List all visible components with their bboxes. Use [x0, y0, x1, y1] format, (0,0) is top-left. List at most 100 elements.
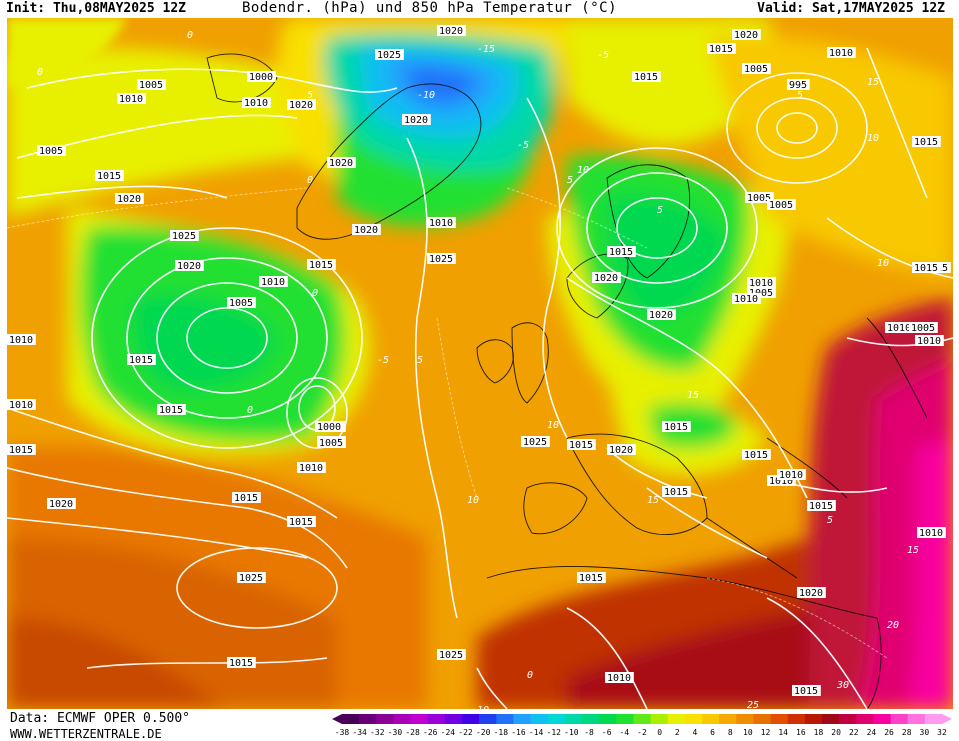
- legend-swatch: [890, 714, 909, 724]
- pressure-label-box: [912, 262, 941, 273]
- pressure-label-text: 1005: [747, 193, 771, 204]
- legend-tick-label: -20: [476, 728, 491, 737]
- pressure-label: 1025: [427, 253, 456, 265]
- pressure-label-text: 1010: [917, 336, 941, 347]
- pressure-label-text: 1020: [117, 194, 141, 205]
- pressure-label-box: [402, 114, 431, 125]
- pressure-label-text: 1020: [799, 588, 823, 599]
- pressure-label-box: [521, 436, 550, 447]
- pressure-label-text: 1000: [317, 422, 341, 433]
- pressure-label-box: [7, 444, 36, 455]
- pressure-label-box: [707, 43, 736, 54]
- pressure-label-text: 1015: [809, 501, 833, 512]
- temperature-label: 25: [747, 700, 759, 709]
- pressure-label-box: [732, 293, 761, 304]
- pressure-label-box: [287, 99, 316, 110]
- pressure-label: 1025: [375, 49, 404, 61]
- pressure-label-box: [607, 444, 636, 455]
- pressure-label-text: 1020: [329, 158, 353, 169]
- legend-tick-label: 10: [743, 728, 753, 737]
- pressure-label: 1025: [170, 230, 199, 242]
- pressure-label-text: 1020: [49, 499, 73, 510]
- legend-ticks: -38 -34 -32 -30 -28 -26 -24 -22 -20 -18 -16 -14 -12-…: [335, 728, 947, 737]
- pressure-label-box: [7, 399, 36, 410]
- legend-swatches: [332, 714, 952, 724]
- temperature-label: 15: [907, 545, 919, 556]
- legend-swatch: [599, 714, 617, 724]
- pressure-label-text: 1015: [914, 137, 938, 148]
- pressure-label-text: 1015: [309, 260, 333, 271]
- pressure-label-text: 1010: [779, 470, 803, 481]
- pressure-label-text: 1015: [914, 263, 938, 274]
- temperature-label: 15: [687, 390, 699, 401]
- temperature-label: -5: [597, 50, 609, 61]
- legend-swatch: [856, 714, 874, 724]
- pressure-label-text: 1010: [769, 476, 793, 487]
- weather-map: 1020102510151020101510051010100510001010…: [7, 18, 953, 709]
- temperature-label: -5: [377, 355, 389, 366]
- temperature-label: 5: [307, 90, 313, 101]
- legend-tick-label: 30: [920, 728, 930, 737]
- pressure-label-box: [117, 93, 146, 104]
- valid-time: Valid: Sat,17MAY2025 12Z: [757, 1, 945, 16]
- pressure-label-box: [567, 439, 596, 450]
- pressure-label-text: 1015: [579, 573, 603, 584]
- pressure-label-text: 1025: [239, 573, 263, 584]
- temperature-label: -5: [517, 140, 529, 151]
- temperature-label: 5: [827, 515, 833, 526]
- pressure-label: 1015: [607, 246, 636, 258]
- legend-tick-label: -10: [564, 728, 579, 737]
- pressure-label: 1005: [767, 199, 796, 211]
- pressure-label: 1020: [437, 25, 466, 37]
- legend-swatch: [633, 714, 652, 724]
- pressure-label-box: [427, 217, 456, 228]
- pressure-label-box: [662, 421, 691, 432]
- pressure-label: 1015: [807, 500, 836, 512]
- pressure-label: 1010: [605, 672, 634, 684]
- legend-swatch: [496, 714, 514, 724]
- pressure-label-box: [792, 685, 821, 696]
- pressure-label-text: 1015: [97, 171, 121, 182]
- pressure-label: 1015: [707, 43, 736, 55]
- pressure-label: 1010: [732, 293, 761, 305]
- legend-swatch: [753, 714, 772, 724]
- pressure-label: 1020: [115, 193, 144, 205]
- pressure-label: 1015: [662, 421, 691, 433]
- legend-tick-label: -22: [458, 728, 473, 737]
- temperature-label: 0: [187, 30, 193, 41]
- pressure-label-box: [747, 287, 776, 298]
- pressure-label-box: [37, 145, 66, 156]
- pressure-label: 1015: [912, 262, 941, 274]
- pressure-label-box: [115, 193, 144, 204]
- legend-swatch: [873, 714, 892, 724]
- legend-tick-label: 0: [657, 728, 662, 737]
- pressure-label-text: 1015: [289, 517, 313, 528]
- legend-swatch: [376, 714, 394, 724]
- legend-swatch: [359, 714, 377, 724]
- legend-tick-label: 18: [814, 728, 824, 737]
- temperature-label: 0: [247, 405, 253, 416]
- legend-swatch: [907, 714, 926, 724]
- pressure-label-text: 1010: [119, 94, 143, 105]
- legend-swatch: [444, 714, 463, 724]
- pressure-label-box: [157, 404, 186, 415]
- legend-swatch: [839, 714, 857, 724]
- legend-swatch: [547, 714, 566, 724]
- pressure-label-text: 1020: [594, 273, 618, 284]
- pressure-label: 1015: [912, 136, 941, 148]
- legend-tick-label: -14: [529, 728, 544, 737]
- pressure-label-box: [745, 192, 774, 203]
- pressure-label-text: 995: [789, 80, 807, 91]
- header-bar: Init: Thu,08MAY2025 12Z Bodendr. (hPa) u…: [0, 0, 959, 18]
- pressure-label-text: 1025: [172, 231, 196, 242]
- temperature-label: 10: [547, 420, 559, 431]
- legend-swatch: [822, 714, 840, 724]
- pressure-label: 1010: [7, 399, 36, 411]
- pressure-label-text: 1020: [354, 225, 378, 236]
- pressure-label-text: 1020: [734, 30, 758, 41]
- pressure-label-text: 1015: [709, 44, 733, 55]
- pressure-label: 1025: [521, 436, 550, 448]
- pressure-label: 1020: [402, 114, 431, 126]
- legend-tick-label: -26: [423, 728, 438, 737]
- legend-tick-label: 20: [831, 728, 841, 737]
